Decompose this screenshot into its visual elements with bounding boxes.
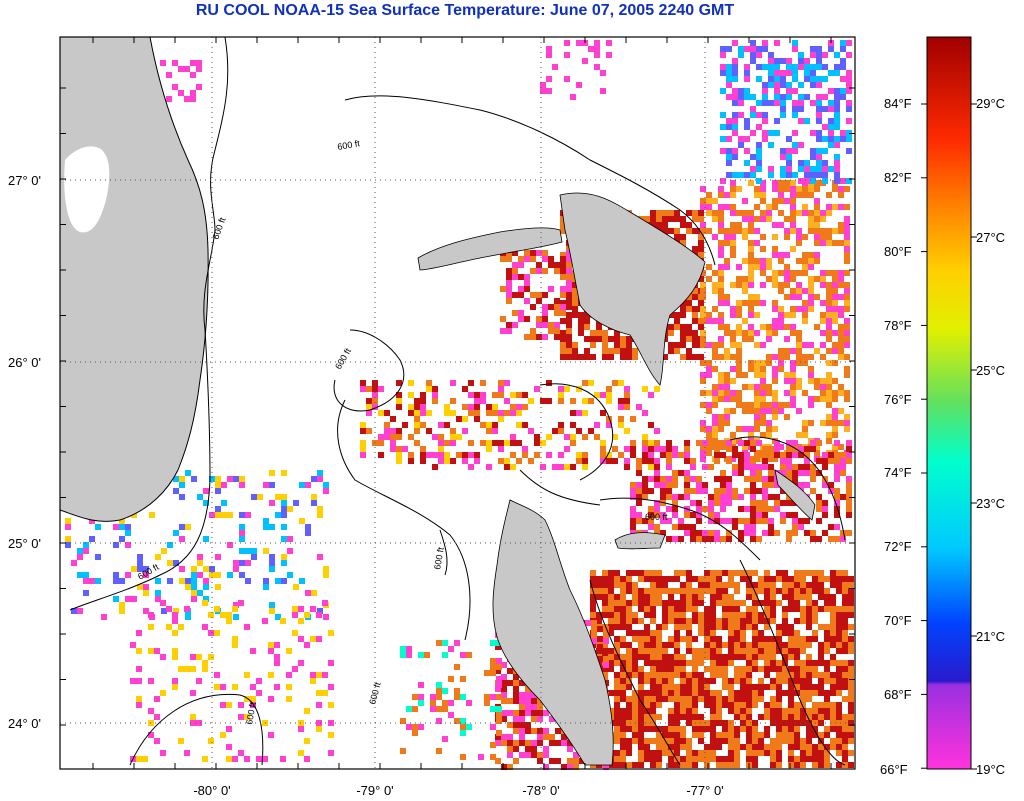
temperature-colorbar — [926, 36, 972, 770]
colorbar-f-label: 70°F — [884, 613, 912, 628]
colorbar-c-label: 25°C — [976, 363, 1005, 378]
colorbar-ticks — [921, 103, 977, 770]
lon-label-80: -80° 0' — [193, 783, 230, 798]
andros-land — [492, 499, 614, 766]
lat-label-24: 24° 0' — [8, 716, 41, 731]
lake-okeechobee — [64, 146, 110, 233]
contour-label: 600 ft — [244, 701, 258, 725]
sst-data-layer — [65, 40, 854, 770]
eleuthera-land — [614, 532, 666, 550]
colorbar-f-label: 66°F — [880, 762, 908, 777]
colorbar-f-label: 76°F — [884, 392, 912, 407]
map-title: RU COOL NOAA-15 Sea Surface Temperature:… — [195, 2, 735, 19]
colorbar-c-label: 19°C — [976, 762, 1005, 777]
lat-label-27: 27° 0' — [8, 173, 41, 188]
grand-bahama-land — [417, 227, 563, 271]
lat-label-26: 26° 0' — [8, 355, 41, 370]
bathymetry-contours — [69, 36, 846, 766]
colorbar-f-label: 80°F — [884, 244, 912, 259]
cat-island-land — [774, 469, 816, 521]
map-gridlines — [60, 37, 855, 769]
contour-label: 600 ft — [645, 512, 668, 522]
colorbar-f-label: 84°F — [884, 96, 912, 111]
colorbar-f-label: 78°F — [884, 318, 912, 333]
colorbar-f-label: 74°F — [884, 465, 912, 480]
contour-label: 600 ft — [337, 138, 361, 152]
colorbar-c-label: 27°C — [976, 230, 1005, 245]
colorbar-f-label: 68°F — [884, 687, 912, 702]
colorbar-c-label: 23°C — [976, 496, 1005, 511]
colorbar-f-label: 72°F — [884, 539, 912, 554]
abaco-land — [559, 192, 706, 386]
colorbar-f-label: 82°F — [884, 170, 912, 185]
contour-label: 600 ft — [432, 546, 446, 570]
colorbar-c-label: 29°C — [976, 96, 1005, 111]
lon-label-78: -78° 0' — [522, 783, 559, 798]
axis-ticks — [60, 37, 855, 769]
lat-label-25: 25° 0' — [8, 536, 41, 551]
lon-label-79: -79° 0' — [356, 783, 393, 798]
colorbar-c-label: 21°C — [976, 629, 1005, 644]
lon-label-77: -77° 0' — [686, 783, 723, 798]
